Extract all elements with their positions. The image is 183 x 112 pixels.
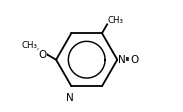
Text: O: O: [130, 55, 138, 65]
Text: O: O: [38, 50, 47, 59]
Text: CH₃: CH₃: [108, 16, 124, 25]
Text: CH₃: CH₃: [22, 41, 38, 50]
Text: N: N: [118, 55, 126, 65]
Text: N: N: [66, 92, 74, 102]
